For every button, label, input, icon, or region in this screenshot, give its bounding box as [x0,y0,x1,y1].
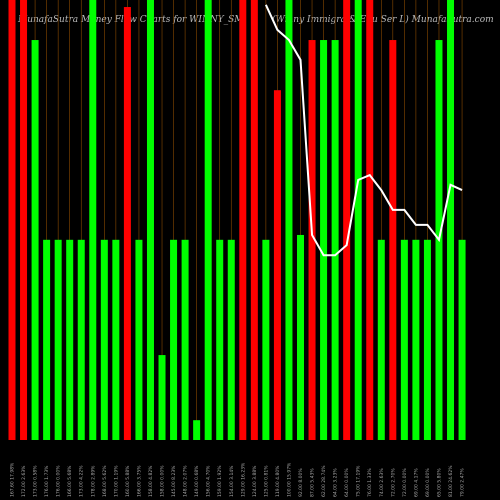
x-tick-label: 125.00 0.81% [263,465,269,497]
bar [331,40,339,440]
x-tick-label: 65.00 5.80% [436,468,442,497]
x-tick-label: 172.00 2.63% [21,465,27,497]
x-tick-label: 69.00 4.17% [413,468,419,497]
x-tick-label: 100.00 15.97% [286,462,292,497]
x-tick-label: 168.00 5.62% [102,465,108,497]
x-tick-label: 92.00 8.00% [298,468,304,497]
x-tick-label: 145.00 8.23% [171,465,177,497]
bar [181,239,189,440]
x-tick-label: 62.00 28.74% [321,465,327,497]
x-tick-label: 160.00 5.88% [125,465,131,497]
bar [77,239,85,440]
x-tick-label: 87.00 5.43% [310,468,316,497]
x-tick-label: 149.00 0.68% [194,465,200,497]
bar [146,0,154,440]
bar [354,0,362,440]
bar [216,239,224,440]
bar [400,239,408,440]
bar [389,40,397,440]
bar [262,239,270,440]
bar [20,0,28,440]
x-tick-label: 64.00 0.00% [344,468,350,497]
price-line [264,4,463,257]
x-tick-label: 72.00 2.70% [390,468,396,497]
x-tick-label: 173.00 4.22% [79,465,85,497]
bar [135,239,143,440]
x-tick-label: 154.00 3.14% [229,465,235,497]
x-tick-label: 64.00 3.23% [333,468,339,497]
x-tick-label: 173.00 0.58% [33,465,39,497]
bar [320,40,328,440]
bar [54,239,62,440]
bar [100,239,108,440]
bar [447,0,455,440]
bar [366,0,374,440]
x-tick-label: 166.00 3.75% [136,465,142,497]
bar [343,0,351,440]
x-tick-label: 119.00 4.80% [275,465,281,497]
x-tick-label: 124.00 3.88% [252,465,258,497]
bar [112,239,120,440]
x-tick-label: 74.00 2.63% [379,468,385,497]
bar [158,355,166,440]
bar [297,234,304,440]
bar [458,239,466,440]
bar [123,7,131,440]
bar [239,0,247,440]
x-tick-label: 156.00 4.70% [206,465,212,497]
bar [227,239,235,440]
chart-subtitle: (Winny Immigra & Edu Ser L) MunafaSutra.… [272,14,494,25]
bar [89,0,97,440]
x-tick-label: 158.00 4.82% [148,465,154,497]
bar [43,239,51,440]
x-tick-label: 176.00 1.73% [44,465,50,497]
bar [8,0,16,440]
bar [250,0,258,440]
x-tick-label: 158.00 0.00% [160,465,166,497]
bar [273,90,281,440]
x-tick-label: 79.00 2.47% [460,468,466,497]
x-tick-label: 75.00 17.19% [356,465,362,497]
x-tick-label: 72.00 0.00% [402,468,408,497]
x-tick-label: 69.00 0.00% [425,468,431,497]
x-tick-label: 166.00 5.68% [67,465,73,497]
x-tick-label: 129.00 16.23% [240,462,246,497]
bar [66,239,74,440]
bar [423,239,431,440]
x-tick-label: 76.00 1.33% [367,468,373,497]
bar [193,420,201,440]
x-tick-label: 148.00 2.07% [183,465,189,497]
x-tick-label: 81.00 24.62% [448,465,454,497]
x-tick-label: 170.00 1.19% [113,465,119,497]
x-tick-label: 176.00 0.00% [56,465,62,497]
bar [204,0,212,440]
bar [308,40,316,440]
x-tick-label: 178.00 2.89% [90,465,96,497]
bar [31,40,39,440]
x-tick-label: 159.00 1.92% [217,465,223,497]
bar [285,0,293,440]
x-tick-label: 167.60 17.98% [10,462,16,497]
bar [170,239,178,440]
bar [377,239,385,440]
bar [412,239,420,440]
